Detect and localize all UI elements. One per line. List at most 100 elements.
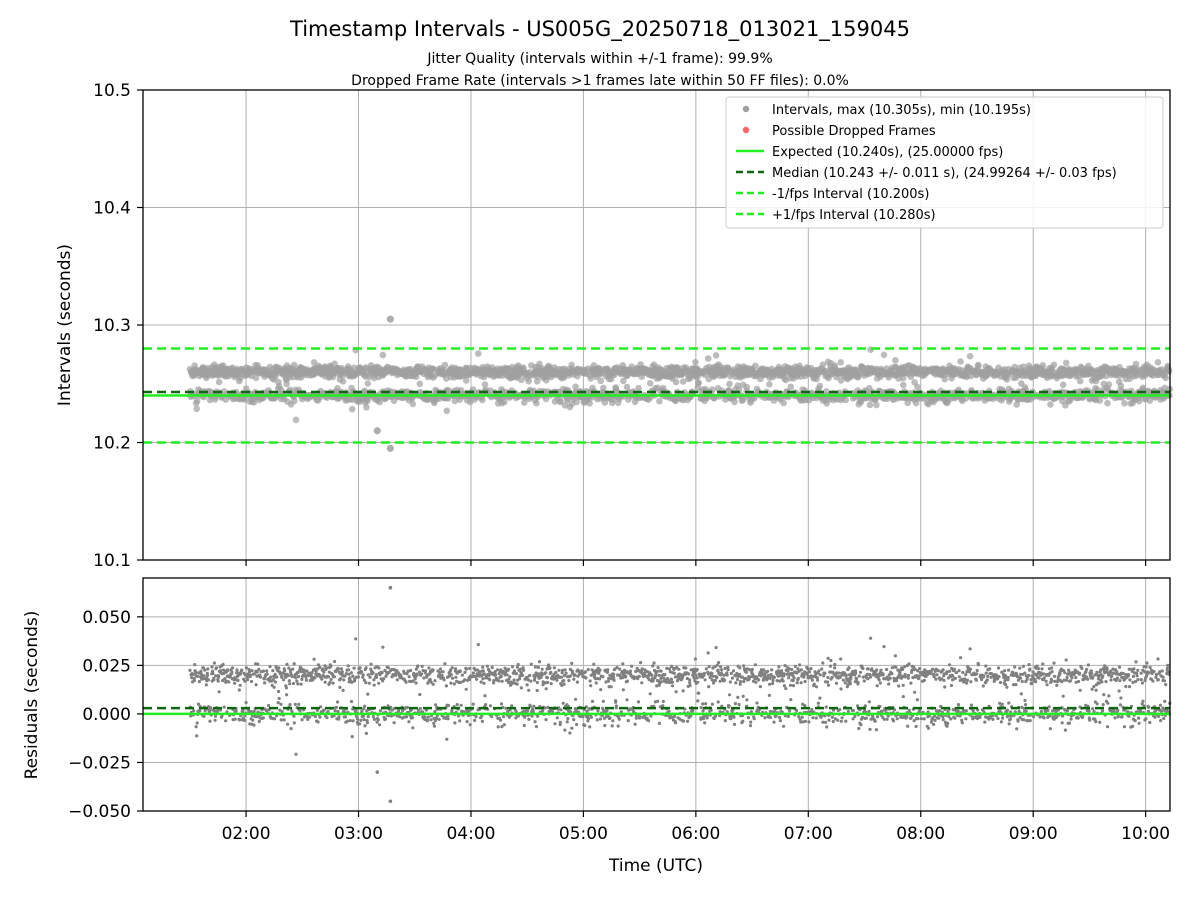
residual-point xyxy=(696,699,700,703)
residual-point xyxy=(544,718,548,722)
interval-point xyxy=(533,399,540,407)
residual-point xyxy=(410,716,415,720)
residual-point xyxy=(217,690,221,694)
residual-point xyxy=(553,722,557,726)
residual-point xyxy=(754,680,758,684)
residual-point xyxy=(525,683,529,687)
residual-point xyxy=(657,721,662,726)
residual-point xyxy=(749,720,753,724)
y-tick-label: 10.2 xyxy=(93,434,131,454)
residual-point xyxy=(606,668,610,672)
residual-point xyxy=(570,726,574,730)
interval-point xyxy=(957,358,964,365)
residual-point xyxy=(431,668,435,672)
residual-point xyxy=(522,668,526,672)
residual-point xyxy=(450,709,454,713)
interval-point xyxy=(573,398,580,406)
interval-point xyxy=(521,399,528,406)
residual-point xyxy=(814,716,818,720)
interval-point xyxy=(1165,366,1173,374)
residual-point xyxy=(458,669,462,673)
interval-point xyxy=(914,383,921,391)
residual-point xyxy=(839,719,843,723)
residual-point xyxy=(356,675,360,679)
residual-point xyxy=(811,716,815,720)
residual-point xyxy=(817,669,821,673)
residual-point xyxy=(565,720,569,724)
residual-point xyxy=(298,709,302,713)
residual-point xyxy=(376,718,380,722)
residual-point xyxy=(238,718,242,722)
residual-point xyxy=(321,667,325,671)
interval-point xyxy=(412,373,420,381)
residual-point xyxy=(224,719,228,723)
residual-point xyxy=(404,680,408,684)
residual-point xyxy=(481,665,485,669)
residual-point xyxy=(807,670,812,674)
residual-point xyxy=(701,709,705,713)
residual-point xyxy=(267,703,271,708)
residual-point xyxy=(240,668,244,672)
residual-point xyxy=(394,673,398,677)
residual-point xyxy=(830,715,835,719)
residual-point xyxy=(366,692,370,696)
residual-point xyxy=(625,679,630,683)
interval-point xyxy=(1039,362,1047,369)
residual-point xyxy=(826,675,830,680)
residual-point xyxy=(518,677,522,681)
residual-point xyxy=(750,667,755,672)
residual-point xyxy=(567,678,571,683)
interval-point xyxy=(443,407,451,415)
interval-point xyxy=(587,375,594,382)
residual-point xyxy=(426,715,430,719)
residual-point xyxy=(500,679,504,683)
residual-point xyxy=(744,670,749,674)
residual-point xyxy=(552,666,557,670)
residual-point xyxy=(792,676,796,680)
residual-point xyxy=(703,678,707,682)
residual-point xyxy=(468,666,472,671)
residual-point xyxy=(437,717,441,722)
residual-point xyxy=(446,717,450,721)
residual-point xyxy=(737,702,741,707)
residual-point xyxy=(793,664,798,669)
residual-point xyxy=(195,721,199,725)
residual-point xyxy=(588,679,592,683)
interval-point xyxy=(193,397,201,405)
interval-point xyxy=(561,402,569,409)
residual-point xyxy=(432,724,436,728)
residual-point xyxy=(429,718,433,722)
residual-point xyxy=(575,680,580,684)
residual-point xyxy=(285,693,289,697)
residual-point xyxy=(547,663,551,667)
residual-point xyxy=(257,719,261,724)
legend-marker-dot xyxy=(742,126,750,134)
residual-point xyxy=(541,709,545,713)
residual-point xyxy=(841,678,845,682)
residual-point xyxy=(445,737,449,741)
interval-point xyxy=(339,378,347,385)
residual-point xyxy=(272,685,276,689)
residual-point xyxy=(526,709,530,713)
interval-point xyxy=(518,376,525,384)
residual-point xyxy=(803,719,808,724)
residual-point xyxy=(693,657,698,661)
residual-point xyxy=(723,719,727,723)
residual-point xyxy=(415,673,419,677)
residual-point xyxy=(212,661,216,665)
residual-point xyxy=(730,676,735,680)
residual-point xyxy=(320,677,324,681)
residual-point xyxy=(612,672,616,676)
residual-point xyxy=(365,721,369,725)
residual-point xyxy=(706,651,710,655)
residual-point xyxy=(570,661,574,666)
residual-point xyxy=(589,684,593,688)
residual-point xyxy=(471,671,475,675)
residual-point xyxy=(572,677,576,681)
residual-point xyxy=(798,663,802,667)
residual-point xyxy=(197,680,201,684)
residual-point xyxy=(305,669,309,673)
legend-marker-dot xyxy=(742,105,750,113)
residual-point xyxy=(864,716,868,720)
interval-point xyxy=(837,377,845,384)
